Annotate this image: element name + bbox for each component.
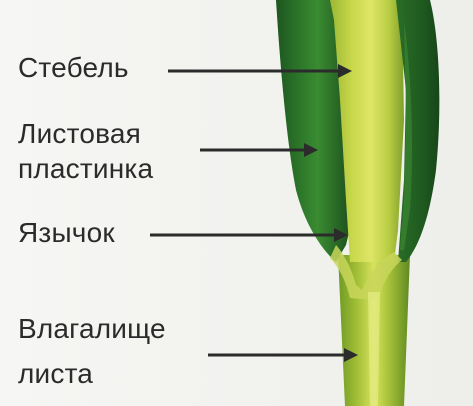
label-leaf-sheath-line2: листа	[18, 358, 94, 389]
arrow-sheath-head	[344, 348, 358, 362]
stem	[330, 0, 404, 262]
label-leaf-blade-line1: Листовая	[18, 118, 141, 149]
label-leaf-blade-line2: пластинка	[18, 153, 154, 184]
arrow-stem-head	[338, 64, 352, 78]
label-ligule: Язычок	[18, 217, 115, 248]
label-leaf-sheath-line1: Влагалище	[18, 313, 166, 344]
arrow-ligule-head	[334, 228, 348, 242]
arrow-blade-head	[304, 143, 318, 157]
sheath-highlight	[368, 292, 380, 406]
ligule	[330, 245, 402, 300]
leaf-edge-highlight	[400, 20, 412, 250]
arrows	[150, 64, 358, 362]
label-stem: Стебель	[18, 52, 129, 83]
leaf-blade	[276, 0, 352, 262]
